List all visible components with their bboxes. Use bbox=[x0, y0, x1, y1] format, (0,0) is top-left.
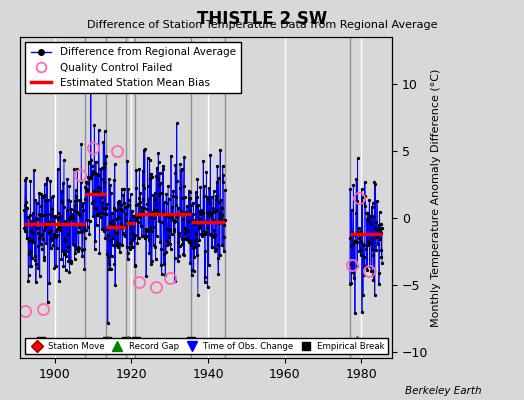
Text: Berkeley Earth: Berkeley Earth bbox=[406, 386, 482, 396]
Y-axis label: Monthly Temperature Anomaly Difference (°C): Monthly Temperature Anomaly Difference (… bbox=[431, 68, 441, 327]
Legend: Station Move, Record Gap, Time of Obs. Change, Empirical Break: Station Move, Record Gap, Time of Obs. C… bbox=[25, 338, 388, 354]
Text: Difference of Station Temperature Data from Regional Average: Difference of Station Temperature Data f… bbox=[87, 20, 437, 30]
Text: THISTLE 2 SW: THISTLE 2 SW bbox=[197, 10, 327, 28]
